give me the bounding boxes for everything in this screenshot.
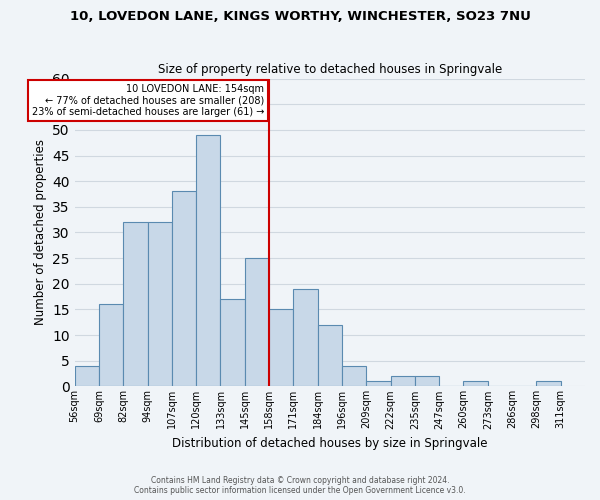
Bar: [317, 325, 342, 386]
Bar: [148, 222, 172, 386]
Bar: [342, 366, 366, 386]
Y-axis label: Number of detached properties: Number of detached properties: [34, 140, 47, 326]
Bar: [196, 135, 220, 386]
Bar: [74, 366, 99, 386]
Text: Contains HM Land Registry data © Crown copyright and database right 2024.
Contai: Contains HM Land Registry data © Crown c…: [134, 476, 466, 495]
Bar: [463, 382, 488, 386]
Bar: [99, 304, 123, 386]
Bar: [293, 289, 317, 386]
Bar: [536, 382, 560, 386]
Text: 10, LOVEDON LANE, KINGS WORTHY, WINCHESTER, SO23 7NU: 10, LOVEDON LANE, KINGS WORTHY, WINCHEST…: [70, 10, 530, 23]
Bar: [172, 192, 196, 386]
Bar: [123, 222, 148, 386]
X-axis label: Distribution of detached houses by size in Springvale: Distribution of detached houses by size …: [172, 437, 488, 450]
Bar: [220, 299, 245, 386]
Bar: [366, 382, 391, 386]
Bar: [415, 376, 439, 386]
Bar: [391, 376, 415, 386]
Bar: [269, 310, 293, 386]
Bar: [245, 258, 269, 386]
Text: 10 LOVEDON LANE: 154sqm
← 77% of detached houses are smaller (208)
23% of semi-d: 10 LOVEDON LANE: 154sqm ← 77% of detache…: [32, 84, 264, 117]
Title: Size of property relative to detached houses in Springvale: Size of property relative to detached ho…: [158, 63, 502, 76]
